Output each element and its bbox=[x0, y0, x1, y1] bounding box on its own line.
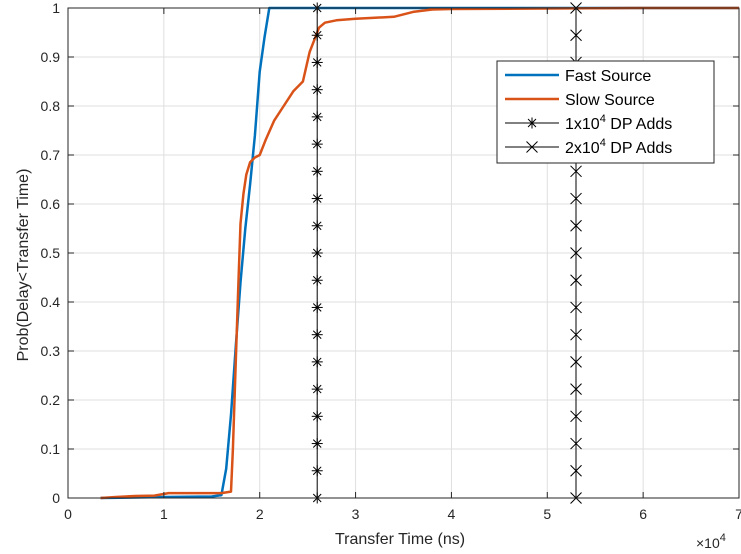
x-tick-label: 5 bbox=[543, 506, 551, 522]
series-marker bbox=[311, 465, 323, 477]
x-tick-labels: 0 1 2 3 4 5 6 7 bbox=[64, 506, 741, 522]
x-marker-stroke bbox=[570, 356, 582, 368]
series-marker bbox=[311, 220, 323, 232]
x-marker-stroke bbox=[570, 301, 582, 314]
x-tick-label: 6 bbox=[639, 506, 647, 522]
y-tick-label: 0.6 bbox=[41, 196, 61, 212]
x-axis-label: Transfer Time (ns) bbox=[335, 531, 465, 548]
series-marker bbox=[311, 29, 323, 41]
x-marker-stroke bbox=[570, 383, 582, 395]
x-marker-stroke bbox=[570, 437, 582, 450]
series-marker bbox=[570, 165, 582, 178]
series-marker bbox=[311, 247, 323, 259]
series-marker bbox=[311, 356, 323, 368]
legend-item: 1x104 DP Adds bbox=[505, 113, 672, 133]
y-tick-label: 0.8 bbox=[41, 98, 61, 114]
legend-label-suffix: DP Adds bbox=[606, 140, 672, 157]
series-fast-source bbox=[100, 6, 739, 500]
legend-marker bbox=[526, 141, 538, 153]
y-tick-label: 0 bbox=[52, 490, 60, 506]
legend-marker bbox=[526, 117, 538, 129]
y-tick-label: 1 bbox=[52, 0, 60, 16]
series-marker bbox=[570, 219, 582, 232]
legend-label: 2x104 DP Adds bbox=[565, 137, 672, 157]
series-1x10-4-dp-adds bbox=[311, 2, 323, 504]
x-marker-stroke bbox=[570, 410, 582, 423]
y-tick-labels: 0 0.1 0.2 0.3 0.4 0.5 0.6 0.7 0.8 0.9 1 bbox=[41, 0, 61, 506]
x-marker-stroke bbox=[570, 165, 582, 178]
series-marker bbox=[311, 84, 323, 96]
legend-label: Fast Source bbox=[565, 68, 651, 85]
legend-label: 1x104 DP Adds bbox=[565, 113, 672, 133]
x-exponent-power: 4 bbox=[720, 532, 726, 544]
series-marker bbox=[311, 274, 323, 286]
axis-ticks bbox=[67, 7, 740, 499]
x-tick-label: 7 bbox=[735, 506, 741, 522]
series-marker bbox=[311, 111, 323, 123]
y-axis-label: Prob(Delay<Transfer Time) bbox=[15, 169, 32, 362]
series-marker bbox=[311, 438, 323, 450]
series-marker bbox=[570, 301, 582, 314]
x-marker-stroke bbox=[570, 328, 582, 341]
y-tick-label: 0.5 bbox=[41, 245, 61, 261]
x-tick-label: 3 bbox=[352, 506, 360, 522]
x-marker-stroke bbox=[570, 219, 582, 232]
x-tick-label: 4 bbox=[448, 506, 456, 522]
legend-label-base: 2x10 bbox=[565, 140, 600, 157]
y-tick-label: 0.3 bbox=[41, 343, 61, 359]
series-slow-source bbox=[100, 6, 739, 500]
legend-label-superscript: 4 bbox=[600, 137, 606, 149]
series-marker bbox=[311, 138, 323, 150]
series-marker bbox=[311, 193, 323, 205]
x-marker-stroke bbox=[570, 192, 582, 205]
x-marker-stroke bbox=[570, 247, 582, 259]
y-tick-label: 0.9 bbox=[41, 49, 61, 65]
legend-label-superscript: 4 bbox=[600, 113, 606, 125]
series-marker bbox=[570, 383, 582, 395]
x-tick-label: 0 bbox=[64, 506, 72, 522]
series-marker bbox=[311, 383, 323, 395]
series-marker bbox=[570, 247, 582, 259]
x-marker-stroke bbox=[570, 274, 582, 287]
legend-item: Fast Source bbox=[505, 68, 651, 85]
series-marker bbox=[311, 165, 323, 177]
series-marker bbox=[570, 464, 582, 477]
series-line bbox=[100, 6, 739, 500]
x-marker-stroke bbox=[570, 29, 582, 42]
series-line bbox=[100, 6, 739, 500]
legend-label-suffix: DP Adds bbox=[606, 116, 672, 133]
series-marker bbox=[570, 29, 582, 42]
legend-label-base: 1x10 bbox=[565, 116, 600, 133]
x-tick-label: 1 bbox=[160, 506, 168, 522]
legend-item: 2x104 DP Adds bbox=[505, 137, 672, 157]
series-marker bbox=[570, 410, 582, 423]
series-marker bbox=[311, 301, 323, 313]
x-exponent-base: ×10 bbox=[696, 535, 720, 551]
series-marker bbox=[570, 192, 582, 205]
series-marker bbox=[570, 274, 582, 287]
x-marker-stroke bbox=[570, 464, 582, 477]
x-tick-label: 2 bbox=[256, 506, 264, 522]
series-marker bbox=[311, 410, 323, 422]
series-marker bbox=[570, 356, 582, 368]
series-marker bbox=[570, 328, 582, 341]
series-marker bbox=[311, 329, 323, 341]
y-tick-label: 0.4 bbox=[41, 294, 61, 310]
y-tick-label: 0.7 bbox=[41, 147, 61, 163]
x-axis-exponent: ×104 bbox=[696, 532, 726, 551]
series-marker bbox=[570, 437, 582, 450]
legend-item: Slow Source bbox=[505, 92, 655, 109]
y-tick-label: 0.2 bbox=[41, 392, 61, 408]
x-marker-stroke bbox=[526, 141, 538, 153]
y-tick-label: 0.1 bbox=[41, 441, 61, 457]
legend-label: Slow Source bbox=[565, 92, 655, 109]
series-marker bbox=[311, 56, 323, 68]
